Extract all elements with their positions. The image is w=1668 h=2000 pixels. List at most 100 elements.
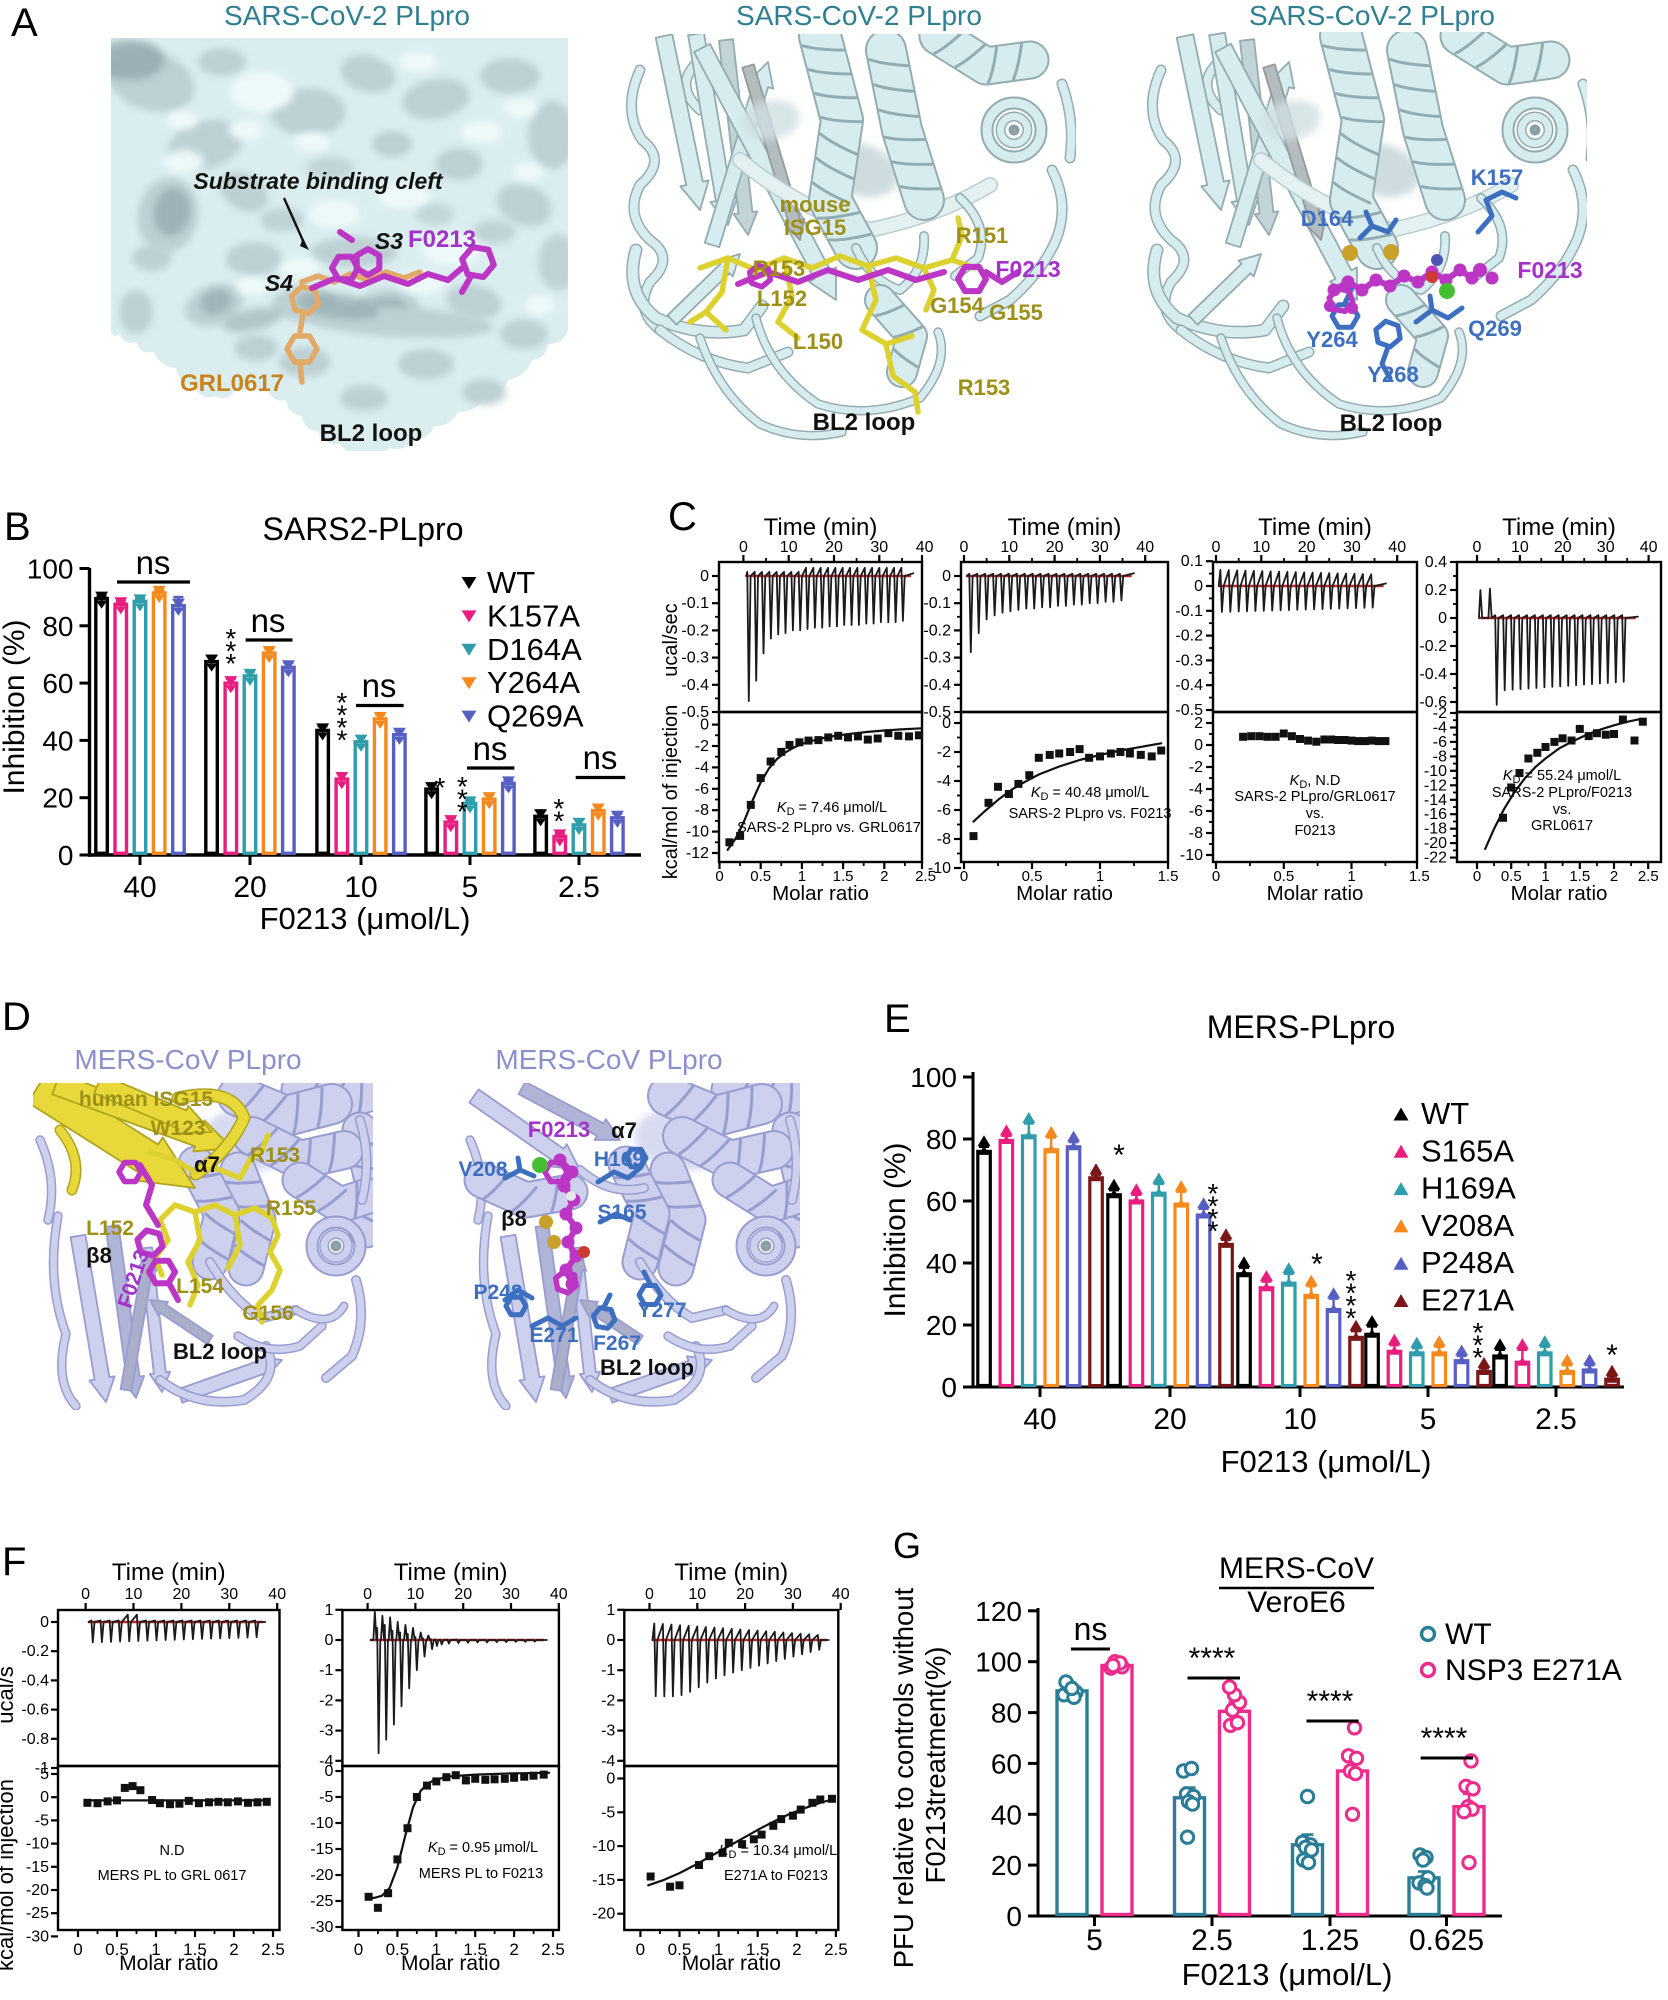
svg-text:60: 60	[42, 668, 73, 699]
svg-text:Q269A: Q269A	[487, 699, 584, 734]
svg-text:ns: ns	[136, 544, 171, 581]
svg-text:SARS-2 PLpro/GRL0617: SARS-2 PLpro/GRL0617	[1234, 789, 1395, 805]
svg-text:1: 1	[151, 1940, 160, 1959]
svg-text:Molar ratio: Molar ratio	[772, 882, 869, 905]
svg-text:Molar ratio: Molar ratio	[1511, 882, 1608, 905]
svg-text:S3: S3	[375, 228, 403, 254]
svg-text:-0.2: -0.2	[681, 622, 709, 639]
svg-text:0.2: 0.2	[1425, 582, 1447, 599]
svg-text:Time (min): Time (min)	[1258, 514, 1372, 541]
svg-text:30: 30	[1091, 539, 1109, 556]
svg-text:20: 20	[173, 1586, 191, 1603]
svg-text:Inhibition (%): Inhibition (%)	[879, 1142, 912, 1317]
svg-text:F0213treatment(%): F0213treatment(%)	[920, 1647, 951, 1884]
svg-text:SARS2-PLpro: SARS2-PLpro	[263, 511, 464, 547]
svg-text:0: 0	[354, 1940, 363, 1959]
svg-text:20: 20	[233, 871, 266, 904]
svg-text:1.5: 1.5	[183, 1940, 207, 1959]
svg-text:0: 0	[636, 1940, 645, 1959]
svg-text:30: 30	[1597, 539, 1615, 556]
svg-text:kcal/mol of injection: kcal/mol of injection	[660, 705, 682, 880]
svg-text:1.5: 1.5	[1158, 868, 1179, 885]
svg-text:-18: -18	[1424, 821, 1447, 838]
svg-text:2: 2	[229, 1940, 238, 1959]
svg-text:ns: ns	[251, 602, 286, 639]
svg-text:P248: P248	[473, 1281, 522, 1304]
svg-text:ns: ns	[1074, 1611, 1108, 1647]
svg-text:*: *	[457, 784, 468, 815]
svg-text:-0.4: -0.4	[681, 677, 709, 694]
svg-text:*: *	[1311, 1248, 1323, 1281]
svg-text:C: C	[668, 495, 697, 539]
svg-text:SARS-CoV-2 PLpro: SARS-CoV-2 PLpro	[1249, 0, 1495, 31]
svg-text:-1: -1	[319, 1662, 333, 1679]
svg-text:-4: -4	[1433, 719, 1447, 736]
svg-text:10: 10	[688, 1586, 706, 1603]
svg-text:40: 40	[1640, 539, 1658, 556]
svg-text:0: 0	[324, 1763, 333, 1780]
svg-text:120: 120	[975, 1596, 1022, 1627]
svg-text:-0.3: -0.3	[923, 650, 951, 667]
svg-text:-0.8: -0.8	[21, 1731, 49, 1748]
svg-text:-12: -12	[686, 845, 709, 862]
svg-text:ns: ns	[583, 739, 618, 776]
svg-text:1: 1	[606, 1602, 615, 1619]
svg-text:-30: -30	[310, 1919, 333, 1936]
svg-text:F: F	[2, 1540, 26, 1584]
svg-text:30: 30	[784, 1586, 802, 1603]
svg-text:2.5: 2.5	[915, 868, 936, 885]
svg-text:20: 20	[825, 539, 843, 556]
svg-text:-12: -12	[1424, 777, 1447, 794]
svg-text:2: 2	[792, 1940, 801, 1959]
svg-text:E271A to F0213: E271A to F0213	[724, 1868, 828, 1884]
svg-text:-16: -16	[1424, 806, 1447, 823]
svg-text:KD = 40.48 μmol/L: KD = 40.48 μmol/L	[1031, 785, 1149, 803]
svg-text:80: 80	[42, 611, 73, 642]
svg-text:mouse: mouse	[780, 192, 851, 217]
svg-text:1: 1	[1541, 868, 1549, 885]
svg-text:L152: L152	[86, 1217, 134, 1240]
svg-text:F0213: F0213	[528, 1117, 590, 1142]
svg-text:*: *	[1473, 1342, 1484, 1373]
svg-text:10: 10	[1000, 539, 1018, 556]
svg-text:0: 0	[700, 568, 709, 585]
svg-text:-0.2: -0.2	[21, 1643, 49, 1660]
svg-text:0: 0	[40, 1789, 49, 1806]
svg-text:-0.1: -0.1	[681, 595, 709, 612]
svg-text:Y264: Y264	[1306, 327, 1358, 352]
svg-text:40: 40	[123, 871, 156, 904]
svg-text:D: D	[2, 995, 31, 1039]
svg-text:SARS-2 PLpro/F0213: SARS-2 PLpro/F0213	[1492, 785, 1632, 801]
svg-text:2.5: 2.5	[824, 1940, 848, 1959]
svg-text:-2: -2	[1189, 759, 1203, 776]
svg-text:0: 0	[960, 868, 968, 885]
svg-text:-20: -20	[1424, 835, 1447, 852]
svg-text:-0.5: -0.5	[923, 704, 951, 721]
svg-text:-2: -2	[1433, 705, 1447, 722]
svg-text:2.5: 2.5	[1535, 1403, 1577, 1436]
svg-text:80: 80	[926, 1124, 957, 1155]
svg-text:*: *	[1346, 1278, 1357, 1309]
svg-text:-2: -2	[937, 744, 951, 761]
svg-text:K157: K157	[1471, 165, 1524, 190]
svg-text:-20: -20	[592, 1906, 615, 1923]
svg-text:-10: -10	[1180, 847, 1203, 864]
svg-text:-8: -8	[1189, 825, 1203, 842]
svg-text:ISG15: ISG15	[784, 215, 846, 240]
svg-text:*: *	[1208, 1178, 1219, 1209]
svg-text:30: 30	[220, 1586, 238, 1603]
svg-text:-0.4: -0.4	[21, 1672, 49, 1689]
svg-text:40: 40	[832, 1586, 850, 1603]
svg-text:10: 10	[780, 539, 798, 556]
svg-text:-8: -8	[937, 831, 951, 848]
svg-text:0.5: 0.5	[386, 1940, 410, 1959]
svg-text:*: *	[1113, 1139, 1125, 1172]
svg-text:-22: -22	[1424, 850, 1447, 867]
svg-text:R153: R153	[753, 256, 806, 281]
svg-text:MERS-CoV PLpro: MERS-CoV PLpro	[495, 1044, 722, 1075]
svg-text:-0.6: -0.6	[21, 1702, 49, 1719]
svg-text:30: 30	[502, 1586, 520, 1603]
svg-text:G: G	[893, 1525, 921, 1566]
svg-text:1.25: 1.25	[1301, 1924, 1359, 1957]
svg-text:KD = 55.24 μmol/L: KD = 55.24 μmol/L	[1503, 768, 1621, 786]
